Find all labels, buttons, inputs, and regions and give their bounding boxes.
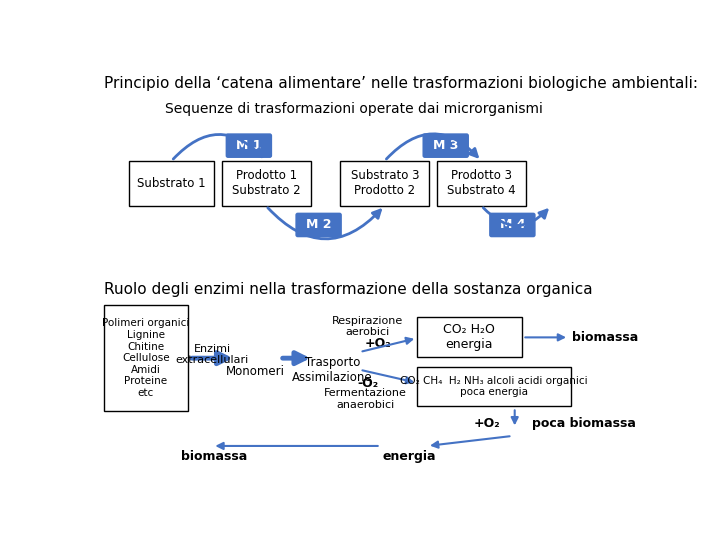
FancyBboxPatch shape — [104, 305, 188, 411]
Text: +O₂: +O₂ — [474, 417, 500, 430]
FancyBboxPatch shape — [417, 367, 570, 406]
FancyBboxPatch shape — [225, 133, 272, 158]
Text: biomassa: biomassa — [572, 331, 639, 344]
Text: CO₂ CH₄  H₂ NH₃ alcoli acidi organici
poca energia: CO₂ CH₄ H₂ NH₃ alcoli acidi organici poc… — [400, 376, 588, 397]
FancyBboxPatch shape — [489, 213, 536, 237]
FancyBboxPatch shape — [423, 133, 469, 158]
FancyBboxPatch shape — [417, 318, 522, 357]
Text: Polimeri organici
Lignine
Chitine
Cellulose
Amidi
Proteine
etc: Polimeri organici Lignine Chitine Cellul… — [102, 319, 189, 398]
Text: biomassa: biomassa — [181, 450, 248, 463]
Text: energia: energia — [383, 450, 436, 463]
Text: -O₂: -O₂ — [357, 377, 378, 390]
FancyBboxPatch shape — [295, 213, 342, 237]
Text: M 4: M 4 — [500, 219, 525, 232]
Text: Prodotto 1
Substrato 2: Prodotto 1 Substrato 2 — [232, 170, 301, 198]
Text: Substrato 1: Substrato 1 — [137, 177, 206, 190]
FancyBboxPatch shape — [341, 161, 429, 206]
FancyBboxPatch shape — [437, 161, 526, 206]
Text: Trasporto
Assimilazione: Trasporto Assimilazione — [292, 356, 373, 384]
Text: Monomeri: Monomeri — [225, 365, 284, 378]
Text: Principio della ‘catena alimentare’ nelle trasformazioni biologiche ambientali:: Principio della ‘catena alimentare’ nell… — [104, 76, 698, 91]
Text: M 2: M 2 — [306, 219, 331, 232]
Text: Sequenze di trasformazioni operate dai microrganismi: Sequenze di trasformazioni operate dai m… — [165, 102, 542, 116]
FancyBboxPatch shape — [222, 161, 311, 206]
Text: Respirazione
aerobici: Respirazione aerobici — [332, 316, 403, 338]
FancyBboxPatch shape — [129, 161, 214, 206]
Text: M 1: M 1 — [236, 139, 261, 152]
Text: Prodotto 3
Substrato 4: Prodotto 3 Substrato 4 — [447, 170, 516, 198]
Text: poca biomassa: poca biomassa — [532, 417, 636, 430]
Text: Ruolo degli enzimi nella trasformazione della sostanza organica: Ruolo degli enzimi nella trasformazione … — [104, 282, 593, 297]
Text: CO₂ H₂O
energia: CO₂ H₂O energia — [444, 323, 495, 352]
Text: Fermentazione
anaerobici: Fermentazione anaerobici — [324, 388, 407, 410]
Text: Enzimi
extracellulari: Enzimi extracellulari — [176, 343, 249, 365]
Text: Substrato 3
Prodotto 2: Substrato 3 Prodotto 2 — [351, 170, 419, 198]
Text: +O₂: +O₂ — [365, 338, 392, 350]
Text: M 3: M 3 — [433, 139, 459, 152]
